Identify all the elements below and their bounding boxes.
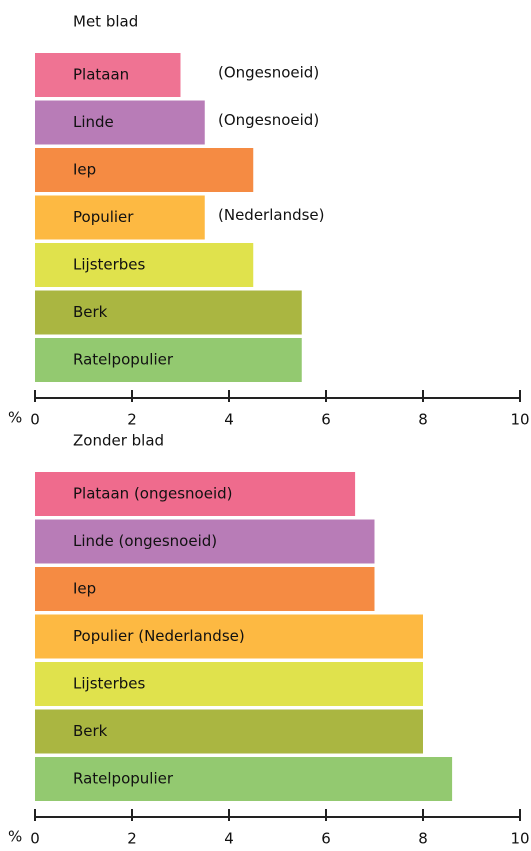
x-tick-label: 2 — [127, 411, 137, 429]
bar-label: Iep — [73, 580, 96, 598]
bar — [35, 100, 205, 145]
chart-title: Met blad — [73, 13, 138, 31]
bar-label: Berk — [73, 303, 108, 321]
bar-label: Populier — [73, 208, 134, 226]
x-axis-label: % — [8, 409, 22, 427]
x-axis-label: % — [8, 828, 22, 846]
bar-label: Ratelpopulier — [73, 770, 174, 788]
bar-label: Linde — [73, 113, 114, 131]
x-tick-label: 10 — [510, 411, 529, 429]
bar — [35, 614, 423, 659]
bar — [35, 338, 302, 382]
x-tick-label: 2 — [127, 830, 137, 848]
bar-label: Berk — [73, 722, 108, 740]
x-tick-label: 10 — [510, 830, 529, 848]
bar-label: Linde (ongesnoeid) — [73, 532, 217, 550]
chart-title: Zonder blad — [73, 432, 164, 450]
bar — [35, 472, 356, 516]
bar — [35, 567, 375, 611]
bar — [35, 662, 423, 706]
bar-label: Lijsterbes — [73, 675, 146, 693]
bar — [35, 148, 254, 192]
bar — [35, 519, 375, 564]
bar-label: Populier (Nederlandse) — [73, 627, 245, 645]
x-tick-label: 8 — [418, 411, 428, 429]
bar-label: Plataan (ongesnoeid) — [73, 485, 233, 503]
bar-label: Plataan — [73, 66, 129, 84]
x-tick-label: 0 — [30, 830, 40, 848]
bar — [35, 709, 423, 754]
bar-label: Lijsterbes — [73, 256, 146, 274]
bar-note: (Nederlandse) — [218, 206, 325, 224]
bar — [35, 195, 205, 240]
bar — [35, 757, 453, 801]
x-tick-label: 6 — [321, 830, 331, 848]
bar-label: Ratelpopulier — [73, 351, 174, 369]
bar-note: (Ongesnoeid) — [218, 64, 319, 82]
bar — [35, 243, 254, 287]
bar-label: Iep — [73, 161, 96, 179]
x-tick-label: 8 — [418, 830, 428, 848]
x-tick-label: 6 — [321, 411, 331, 429]
x-tick-label: 0 — [30, 411, 40, 429]
bar-note: (Ongesnoeid) — [218, 111, 319, 129]
bar — [35, 53, 181, 97]
x-tick-label: 4 — [224, 411, 234, 429]
x-tick-label: 4 — [224, 830, 234, 848]
bar — [35, 290, 302, 335]
